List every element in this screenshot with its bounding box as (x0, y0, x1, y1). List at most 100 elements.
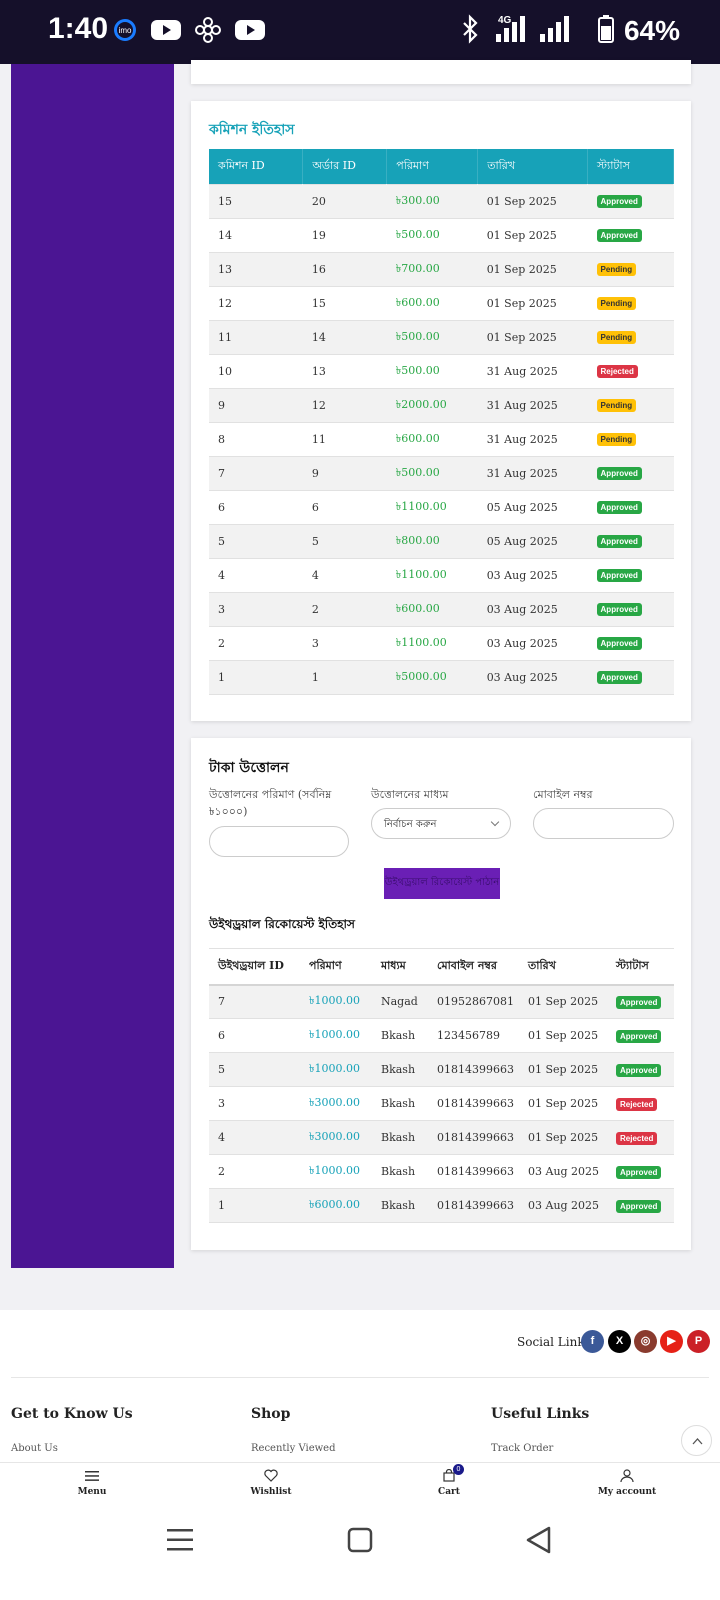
amount-text: ৳300.00 (395, 193, 440, 207)
withdraw-history-title: উইথড্রয়াল রিকোয়েস্ট ইতিহাস (209, 917, 355, 931)
mobile-text: 01814399663 (437, 1063, 514, 1076)
status: Approved (607, 984, 674, 1019)
amount: ৳6000.00 (300, 1188, 372, 1223)
status-badge: Approved (616, 1165, 662, 1179)
instagram-icon[interactable]: ◎ (634, 1330, 657, 1353)
date-text: 03 Aug 2025 (486, 670, 558, 684)
amount: ৳700.00 (386, 251, 478, 286)
date-text: 31 Aug 2025 (486, 432, 558, 446)
withdraw-submit-button[interactable]: উইথড্রয়াল রিকোয়েস্ট পাঠান (384, 868, 500, 899)
amount: ৳3000.00 (300, 1120, 372, 1155)
track-order-link[interactable]: Track Order (491, 1443, 554, 1454)
about-us-link[interactable]: About Us (11, 1443, 58, 1454)
amount-text: ৳800.00 (395, 533, 440, 547)
amount-text: ৳1000.00 (309, 1062, 360, 1075)
date-text: 01 Sep 2025 (528, 1063, 599, 1076)
nav-account-label: My account (597, 1487, 657, 1497)
method-text: Bkash (381, 1131, 416, 1144)
commission-table: কমিশন ID অর্ডার ID পরিমাণ তারিখ স্ট্যাটা… (209, 149, 674, 695)
status: Approved (607, 1188, 674, 1223)
amount: ৳1000.00 (300, 1052, 372, 1087)
recent-apps-button[interactable] (166, 1527, 194, 1557)
nav-cart[interactable]: 0 Cart (409, 1464, 489, 1497)
youtube-icon[interactable]: ▶ (660, 1330, 683, 1353)
order-id: 11 (302, 421, 387, 456)
commission-id: 8 (209, 421, 303, 456)
order-id: 20 (302, 183, 387, 218)
battery-percent: 64% (623, 15, 680, 46)
withdraw-method-selected: নির্বাচন করুন (384, 819, 437, 830)
date-text: 03 Aug 2025 (486, 568, 558, 582)
table-row: 1 ৳6000.00 Bkash 01814399663 03 Aug 2025 Appr… (209, 1188, 674, 1223)
withdraw-amount-input[interactable] (209, 826, 349, 857)
table-row: 5 5 ৳800.00 05 Aug 2025 Approved (209, 523, 674, 558)
amount: ৳500.00 (386, 319, 478, 354)
date-text: 01 Sep 2025 (528, 995, 599, 1009)
status-time: 1:40 (48, 12, 109, 45)
date: 31 Aug 2025 (477, 387, 588, 422)
col-amount: পরিমাণ (300, 948, 372, 986)
home-icon (347, 1527, 373, 1553)
amount: ৳800.00 (386, 523, 478, 558)
withdraw-method-select[interactable]: নির্বাচন করুন (371, 808, 511, 839)
status-badge: Rejected (616, 1131, 658, 1145)
signal-icon: 4G (492, 14, 588, 48)
withdraw-id-text: 1 (218, 1199, 225, 1212)
order-id-text: 9 (311, 466, 319, 480)
home-button[interactable] (346, 1526, 374, 1558)
amount: ৳500.00 (386, 353, 478, 388)
nav-account[interactable]: My account (587, 1467, 667, 1497)
nav-cart-label: Cart (438, 1487, 460, 1497)
amount-text: ৳500.00 (395, 329, 440, 343)
withdraw-card: টাকা উত্তোলন উত্তোলনের পরিমাণ (সর্বনিম্ন… (191, 738, 691, 1250)
recently-viewed-link[interactable]: Recently Viewed (251, 1443, 336, 1454)
method-text: Bkash (381, 1199, 416, 1212)
scroll-to-top-button[interactable] (681, 1425, 712, 1456)
order-id: 15 (302, 285, 387, 320)
date: 31 Aug 2025 (477, 455, 588, 490)
withdraw-id-text: 5 (218, 1063, 225, 1076)
status-badge: Approved (596, 603, 642, 616)
commission-id: 3 (209, 591, 303, 626)
nav-menu[interactable]: Menu (52, 1467, 132, 1497)
amount-text: ৳600.00 (395, 431, 440, 445)
withdraw-method-label: উত্তোলনের মাধ্যম (371, 788, 449, 801)
mobile: 01814399663 (428, 1052, 519, 1087)
commission-id: 10 (209, 353, 303, 388)
commission-id: 7 (209, 455, 303, 490)
nav-wishlist[interactable]: Wishlist (231, 1467, 311, 1497)
commission-id-text: 3 (218, 602, 225, 616)
status-badge: Approved (616, 1029, 662, 1043)
table-row: 7 ৳1000.00 Nagad 01952867081 01 Sep 2025 Appr… (209, 984, 674, 1019)
status-badge: Rejected (596, 365, 638, 378)
commission-id: 6 (209, 489, 303, 524)
back-button[interactable] (524, 1524, 554, 1560)
previous-card (191, 60, 691, 84)
status-badge: Approved (596, 501, 642, 514)
youtube-icon (150, 18, 182, 46)
mobile: 01814399663 (428, 1086, 519, 1121)
chevron-down-icon (490, 817, 500, 827)
pinterest-icon[interactable]: P (687, 1330, 710, 1353)
imo-icon: imo (112, 17, 138, 47)
amount: ৳1100.00 (386, 557, 478, 592)
commission-history-title: কমিশন ইতিহাস (209, 122, 295, 138)
order-id: 6 (302, 489, 387, 524)
nav-menu-label: Menu (77, 1487, 107, 1497)
footer-col-shop-title: Shop (251, 1406, 291, 1422)
commission-id-text: 13 (218, 262, 232, 276)
withdraw-amount-label: উত্তোলনের পরিমাণ (সর্বনিম্ন ৳১০০০) (209, 788, 332, 818)
table-row: 6 6 ৳1100.00 05 Aug 2025 Approved (209, 489, 674, 524)
status: Approved (587, 591, 674, 626)
order-id-text: 16 (311, 262, 326, 276)
table-row: 4 4 ৳1100.00 03 Aug 2025 Approved (209, 557, 674, 592)
date: 03 Aug 2025 (477, 659, 588, 695)
amount-text: ৳600.00 (395, 601, 440, 615)
withdraw-id-text: 6 (218, 1029, 225, 1042)
mobile-number-input[interactable] (533, 808, 674, 839)
date: 03 Aug 2025 (519, 1188, 607, 1223)
x-icon[interactable]: X (608, 1330, 631, 1353)
col-status: স্ট্যাটাস (607, 948, 674, 986)
facebook-icon[interactable]: f (581, 1330, 604, 1353)
commission-id-text: 10 (218, 364, 232, 378)
